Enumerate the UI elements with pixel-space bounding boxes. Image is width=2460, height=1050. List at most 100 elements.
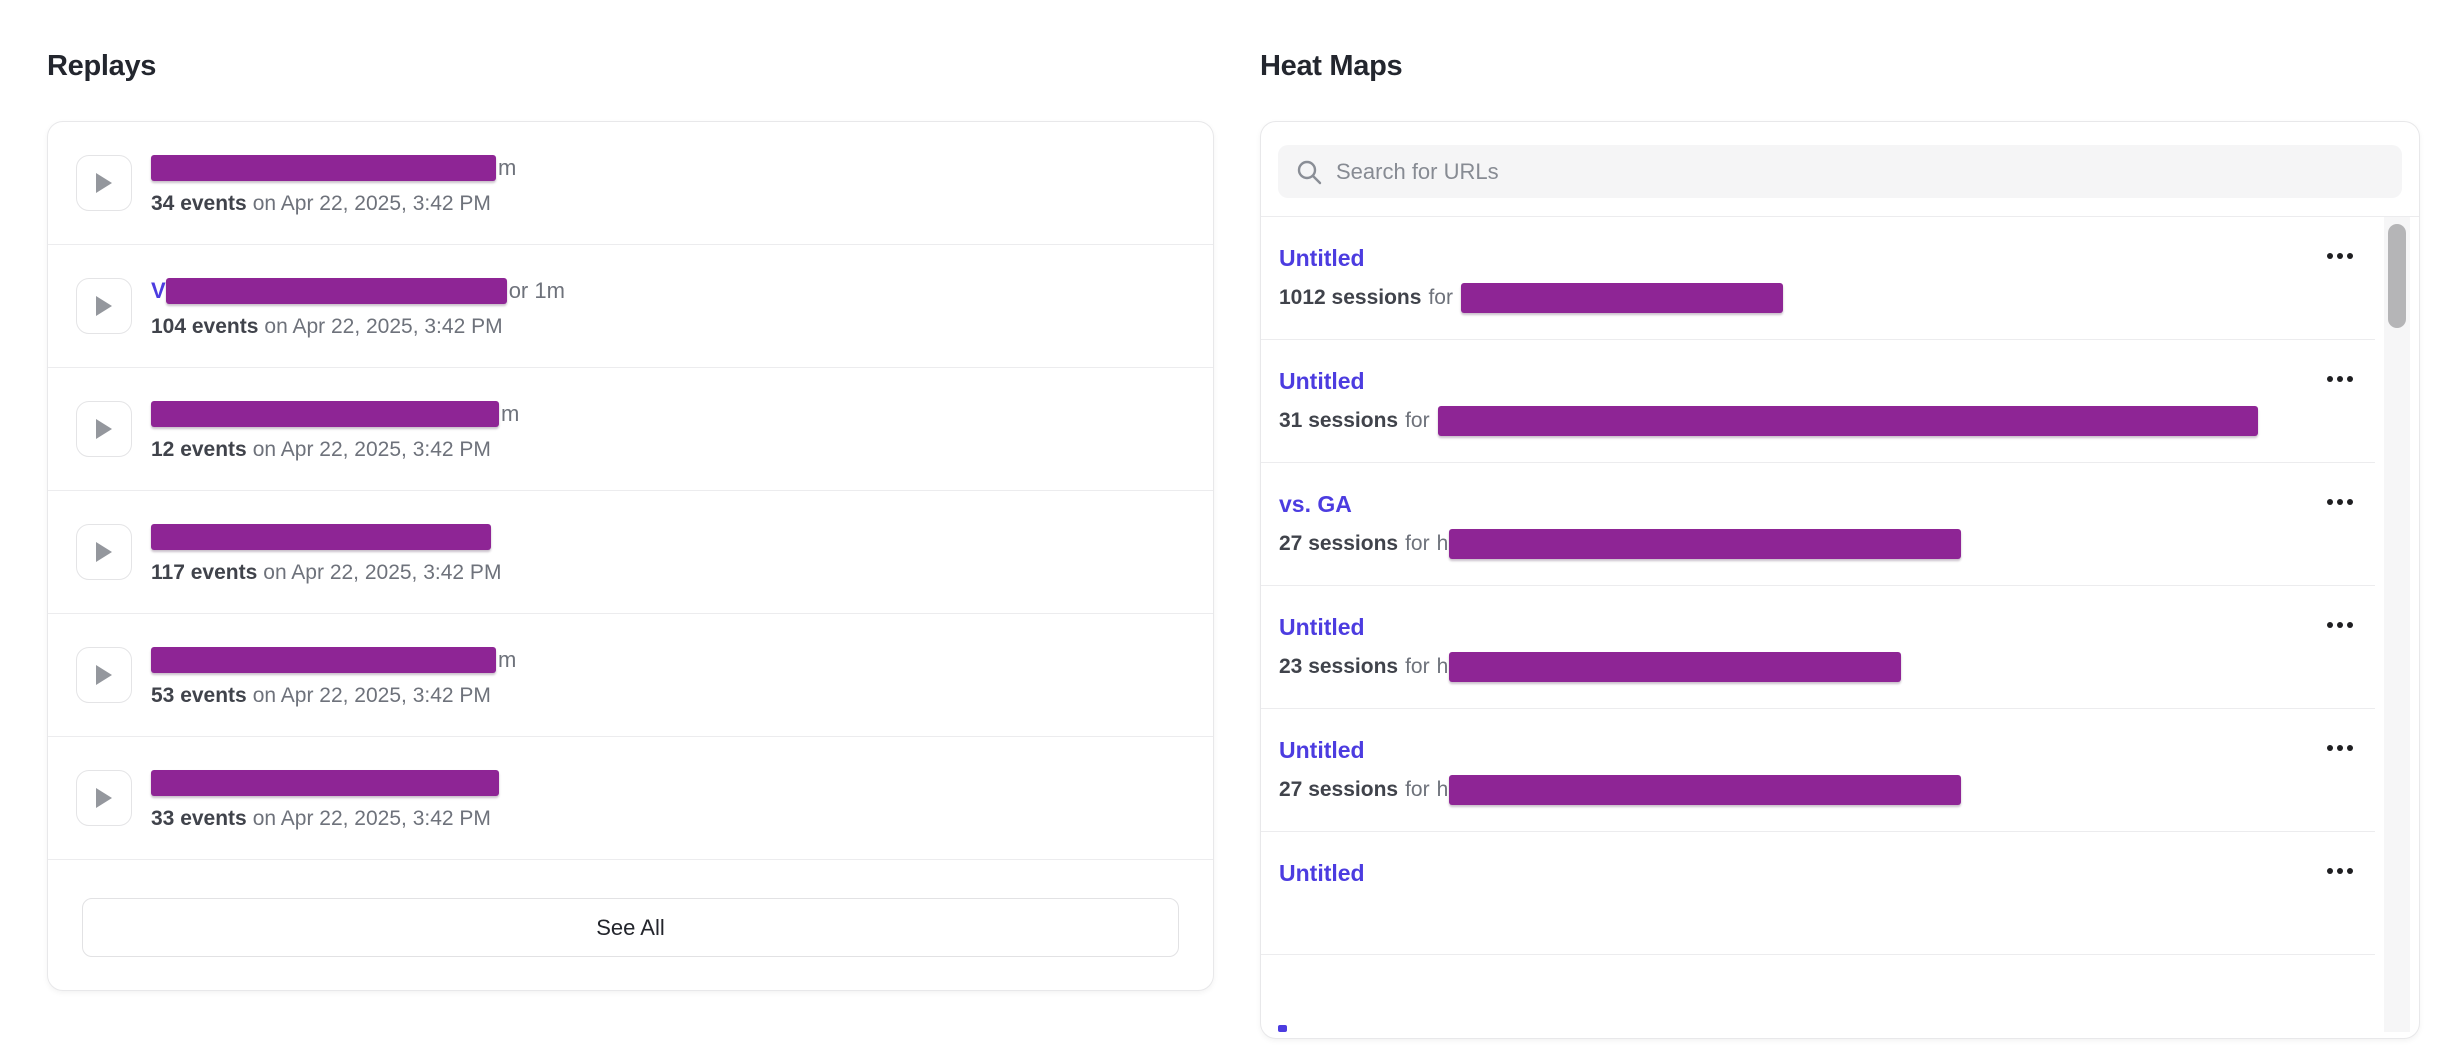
replay-row[interactable]: m 34 events on Apr 22, 2025, 3:42 PM bbox=[48, 122, 1213, 245]
replay-timestamp: on Apr 22, 2025, 3:42 PM bbox=[252, 437, 491, 461]
heatmaps-title: Heat Maps bbox=[1260, 50, 1403, 82]
see-all-section: See All bbox=[48, 860, 1213, 990]
replays-title: Replays bbox=[47, 50, 157, 82]
visit-duration: or 1m bbox=[508, 277, 565, 303]
replay-row[interactable]: V or 1m 104 events on Apr 22, 2025, 3:42 … bbox=[48, 245, 1213, 368]
session-count: 31 sessions bbox=[1279, 409, 1399, 432]
heatmap-sessions: 1012 sessions for bbox=[1279, 281, 2305, 315]
for-label: for bbox=[1405, 655, 1430, 678]
url-search-box[interactable] bbox=[1278, 145, 2402, 198]
heatmap-title-link[interactable]: Untitled bbox=[1279, 245, 1365, 271]
scrollbar-track[interactable] bbox=[2384, 217, 2410, 1032]
heatmap-title-link[interactable]: vs. GA bbox=[1279, 491, 1352, 517]
redaction-bar bbox=[151, 769, 499, 796]
heatmap-row[interactable]: Untitled 1012 sessions for bbox=[1261, 217, 2375, 340]
event-count: 34 events bbox=[151, 191, 247, 215]
partial-title-sliver bbox=[1278, 1025, 1287, 1032]
heatmap-sessions: 23 sessions for h bbox=[1279, 650, 2305, 684]
redaction-bar bbox=[151, 400, 499, 427]
play-icon bbox=[96, 296, 112, 316]
ellipsis-icon bbox=[2327, 745, 2353, 751]
partial-next-item bbox=[1261, 955, 2375, 1035]
play-icon bbox=[96, 173, 112, 193]
redaction-bar bbox=[1449, 775, 1962, 805]
replays-card: m 34 events on Apr 22, 2025, 3:42 PM V or… bbox=[47, 121, 1214, 991]
redaction-bar bbox=[1460, 283, 1783, 313]
redaction-bar bbox=[151, 523, 491, 550]
ellipsis-icon bbox=[2327, 868, 2353, 874]
for-label: for bbox=[1405, 409, 1430, 432]
play-button[interactable] bbox=[76, 524, 132, 580]
ellipsis-icon bbox=[2327, 253, 2353, 259]
for-label: for bbox=[1405, 778, 1430, 801]
play-button[interactable] bbox=[76, 155, 132, 211]
play-button[interactable] bbox=[76, 278, 132, 334]
visit-duration: m bbox=[498, 154, 517, 180]
see-all-button[interactable]: See All bbox=[82, 898, 1179, 957]
heatmap-title-link[interactable]: Untitled bbox=[1279, 737, 1365, 763]
session-count: 27 sessions bbox=[1279, 778, 1399, 801]
ellipsis-icon bbox=[2327, 622, 2353, 628]
redaction-bar bbox=[165, 277, 507, 304]
replay-meta: 117 events on Apr 22, 2025, 3:42 PM bbox=[151, 561, 501, 585]
row-menu-button[interactable] bbox=[2305, 243, 2375, 339]
heatmap-sessions: 27 sessions for h bbox=[1279, 773, 2305, 807]
event-count: 53 events bbox=[151, 683, 247, 707]
url-prefix: h bbox=[1436, 655, 1449, 678]
replay-timestamp: on Apr 22, 2025, 3:42 PM bbox=[263, 560, 502, 584]
heatmap-row[interactable]: Untitled 31 sessions for bbox=[1261, 340, 2375, 463]
scrollbar-thumb[interactable] bbox=[2388, 224, 2406, 328]
play-icon bbox=[96, 665, 112, 685]
play-button[interactable] bbox=[76, 401, 132, 457]
redaction-bar bbox=[1449, 652, 1902, 682]
visitor-name[interactable]: V bbox=[151, 277, 166, 303]
heatmap-row[interactable]: Untitled 23 sessions for h bbox=[1261, 586, 2375, 709]
heatmap-row[interactable]: Untitled bbox=[1261, 832, 2375, 955]
heatmap-sessions: 27 sessions for h bbox=[1279, 527, 2305, 561]
heatmap-row[interactable]: vs. GA 27 sessions for h bbox=[1261, 463, 2375, 586]
row-menu-button[interactable] bbox=[2305, 858, 2375, 954]
replay-row[interactable]: m 53 events on Apr 22, 2025, 3:42 PM bbox=[48, 614, 1213, 737]
session-count: 27 sessions bbox=[1279, 532, 1399, 555]
event-count: 104 events bbox=[151, 314, 259, 338]
replay-timestamp: on Apr 22, 2025, 3:42 PM bbox=[252, 191, 491, 215]
event-count: 33 events bbox=[151, 806, 247, 830]
replays-panel: Replays m 34 events on Apr 22, 2025, 3:42… bbox=[47, 50, 1214, 991]
session-count: 23 sessions bbox=[1279, 655, 1399, 678]
replay-timestamp: on Apr 22, 2025, 3:42 PM bbox=[252, 683, 491, 707]
replay-meta: 33 events on Apr 22, 2025, 3:42 PM bbox=[151, 807, 501, 831]
heatmap-title-link[interactable]: Untitled bbox=[1279, 614, 1365, 640]
url-prefix: h bbox=[1436, 532, 1449, 555]
play-icon bbox=[96, 542, 112, 562]
row-menu-button[interactable] bbox=[2305, 366, 2375, 462]
play-button[interactable] bbox=[76, 770, 132, 826]
replay-meta: 53 events on Apr 22, 2025, 3:42 PM bbox=[151, 684, 516, 708]
redaction-bar bbox=[1449, 529, 1962, 559]
replay-row[interactable]: 117 events on Apr 22, 2025, 3:42 PM bbox=[48, 491, 1213, 614]
for-label: for bbox=[1428, 286, 1453, 309]
play-icon bbox=[96, 788, 112, 808]
visit-duration: m bbox=[501, 400, 520, 426]
heatmap-list: Untitled 1012 sessions for Untitled bbox=[1261, 217, 2375, 1035]
replay-row[interactable]: m 12 events on Apr 22, 2025, 3:42 PM bbox=[48, 368, 1213, 491]
row-menu-button[interactable] bbox=[2305, 735, 2375, 831]
ellipsis-icon bbox=[2327, 499, 2353, 505]
redaction-bar bbox=[151, 154, 496, 181]
event-count: 117 events bbox=[151, 560, 258, 584]
redaction-bar bbox=[151, 646, 496, 673]
row-menu-button[interactable] bbox=[2305, 612, 2375, 708]
for-label: for bbox=[1405, 532, 1430, 555]
event-count: 12 events bbox=[151, 437, 247, 461]
play-icon bbox=[96, 419, 112, 439]
play-button[interactable] bbox=[76, 647, 132, 703]
heatmap-row[interactable]: Untitled 27 sessions for h bbox=[1261, 709, 2375, 832]
visit-duration: m bbox=[498, 646, 517, 672]
replay-meta: 104 events on Apr 22, 2025, 3:42 PM bbox=[151, 315, 565, 339]
heatmap-title-link[interactable]: Untitled bbox=[1279, 368, 1365, 394]
search-section bbox=[1261, 122, 2419, 217]
search-input[interactable] bbox=[1336, 158, 2384, 185]
heatmap-title-link[interactable]: Untitled bbox=[1279, 860, 1365, 886]
replay-row[interactable]: 33 events on Apr 22, 2025, 3:42 PM bbox=[48, 737, 1213, 860]
row-menu-button[interactable] bbox=[2305, 489, 2375, 585]
heatmaps-card: Untitled 1012 sessions for Untitled bbox=[1260, 121, 2420, 1039]
